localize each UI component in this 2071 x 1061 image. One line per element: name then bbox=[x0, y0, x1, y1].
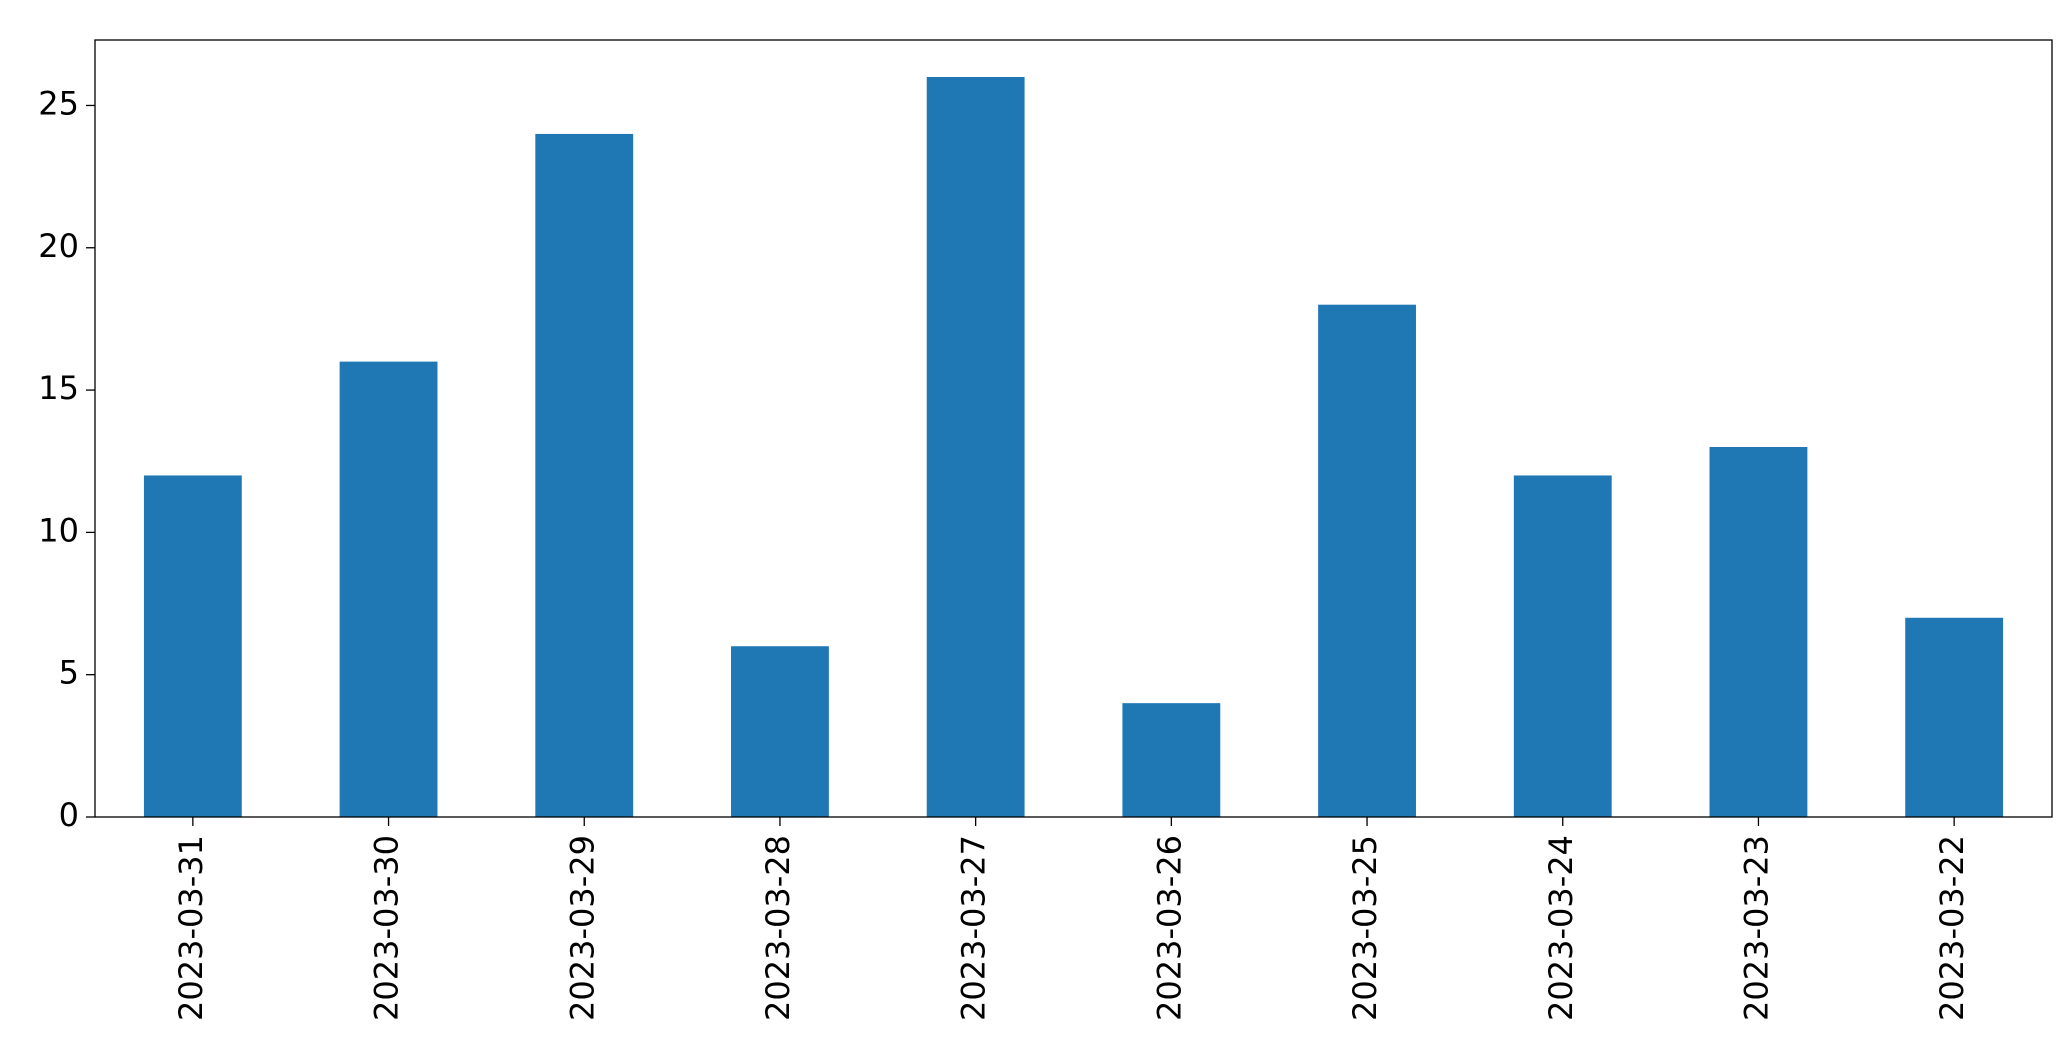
bar bbox=[731, 646, 829, 817]
x-tick-label: 2023-03-28 bbox=[759, 835, 797, 1021]
bar bbox=[926, 77, 1025, 817]
bar bbox=[1905, 617, 2004, 817]
bar bbox=[143, 475, 242, 817]
x-tick-label: 2023-03-22 bbox=[1933, 835, 1971, 1021]
x-tick-label: 2023-03-26 bbox=[1150, 835, 1188, 1021]
bar bbox=[1709, 447, 1808, 817]
y-tick-label: 15 bbox=[38, 369, 79, 407]
bar bbox=[1318, 304, 1416, 817]
bar bbox=[1513, 475, 1612, 817]
x-tick-label: 2023-03-29 bbox=[563, 835, 601, 1021]
x-tick-label: 2023-03-30 bbox=[368, 835, 406, 1021]
x-tick-label: 2023-03-23 bbox=[1737, 835, 1775, 1021]
plot-frame bbox=[94, 39, 2053, 818]
x-tick-label: 2023-03-31 bbox=[172, 835, 210, 1021]
y-tick-label: 25 bbox=[38, 84, 79, 122]
bar bbox=[1122, 703, 1221, 817]
y-tick-label: 10 bbox=[38, 511, 79, 549]
y-tick-label: 0 bbox=[59, 796, 79, 834]
bar bbox=[339, 361, 438, 817]
x-tick-label: 2023-03-24 bbox=[1542, 835, 1580, 1021]
x-tick-label: 2023-03-25 bbox=[1346, 835, 1384, 1021]
y-tick-label: 5 bbox=[59, 654, 79, 692]
bar bbox=[535, 133, 634, 817]
y-tick-label: 20 bbox=[38, 227, 79, 265]
x-tick-label: 2023-03-27 bbox=[955, 835, 993, 1021]
